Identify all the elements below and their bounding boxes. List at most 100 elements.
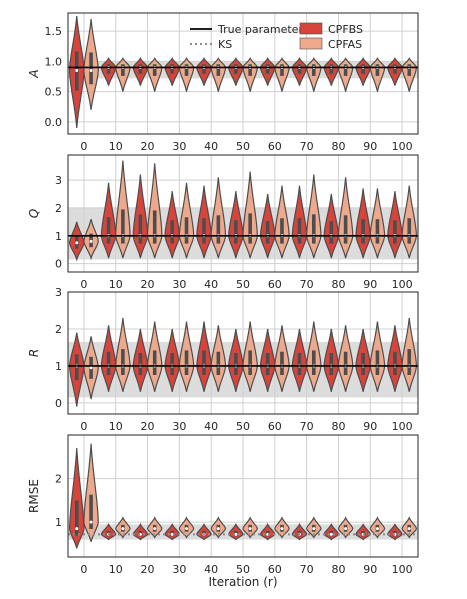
median-point [89,520,93,524]
violin-box [248,350,252,375]
x-tick-label: 100 [392,563,413,576]
violin-box [89,494,93,530]
violin-box [393,351,397,375]
violin-box [152,350,157,375]
violin-box [202,64,206,74]
violin-box [234,353,238,375]
legend-label: KS [218,38,232,51]
x-tick-label: 40 [204,140,218,153]
median-point [248,527,252,531]
x-tick-label: 30 [172,140,186,153]
violin-box [297,218,302,244]
x-tick-label: 70 [300,420,314,433]
median-point [344,527,348,531]
violin-box [89,52,93,85]
x-tick-label: 0 [80,420,87,433]
violin-box [311,350,316,375]
median-point [234,532,238,536]
x-tick-label: 80 [331,278,345,291]
median-point [216,527,220,531]
x-tick-label: 10 [109,278,123,291]
violin-box [375,350,380,375]
y-tick-label: 1 [55,230,62,243]
violin-box [202,218,206,244]
x-axis-label: Iteration (r) [208,575,277,589]
y-tick-label: 1 [55,360,62,373]
median-point [185,527,189,531]
x-tick-label: 90 [363,420,377,433]
violin-box [297,64,302,74]
violin-box [184,64,189,76]
x-tick-label: 60 [268,563,282,576]
x-tick-label: 70 [300,563,314,576]
x-tick-label: 80 [331,140,345,153]
y-tick-label: 0.0 [45,116,63,129]
legend-label: CPFAS [328,38,362,51]
median-point [89,239,93,243]
x-tick-label: 30 [172,278,186,291]
violin-box [152,210,157,244]
violin-box [375,219,380,244]
x-tick-label: 40 [204,563,218,576]
violin-box [138,64,143,74]
x-tick-label: 90 [363,278,377,291]
violin-box [121,64,125,76]
x-tick-label: 20 [141,278,155,291]
violin-box [216,351,221,375]
x-tick-label: 50 [236,563,250,576]
violin-box [329,221,334,244]
x-tick-label: 30 [172,563,186,576]
y-tick-label: 0 [55,258,62,271]
violin-box [343,64,348,76]
median-point [121,527,125,531]
violin-box [361,219,365,244]
x-tick-label: 10 [109,420,123,433]
violin-box [234,64,238,74]
violin-cpfas [83,443,99,542]
y-tick-label: 2 [55,202,62,215]
legend-label: True parameter [217,23,303,36]
violin-cpfbs [68,448,85,549]
x-tick-label: 40 [204,420,218,433]
y-tick-label: 2 [55,323,62,336]
panel-a: 0.0 0.5 1.0 1.5 0 10 20 30 40 50 60 70 80 90 100 A [27,12,419,153]
violin-box [138,214,143,244]
panels: 0.00.51.01.50 10 20 30 40 50 60 70 80 90 100A01230… [27,12,419,576]
x-tick-label: 0 [80,278,87,291]
y-tick-label: 1.0 [45,55,63,68]
median-point [89,366,93,370]
median-point [75,68,79,72]
violin-box [329,353,334,375]
violin-box [106,217,111,244]
violin-box [393,64,397,74]
violin-box [280,351,284,375]
violin-box [280,218,284,244]
violin-box [74,500,79,536]
violin-box [361,353,365,375]
violin-box [407,349,412,375]
y-tick-label: 1 [55,516,62,529]
x-tick-label: 100 [392,140,413,153]
legend-label: CPFBS [328,23,363,36]
median-point [407,527,411,531]
violin-box [248,64,252,76]
violin-box [121,349,125,375]
legend-cpfas-swatch [299,37,323,50]
violin-box [106,351,111,375]
violin-box [265,353,270,375]
axes-frame [67,12,419,135]
x-tick-label: 0 [80,563,87,576]
y-tick-label: 1.5 [45,25,63,38]
violin-box [265,221,270,244]
violin-cpfas [115,160,131,259]
x-tick-label: 100 [392,420,413,433]
violin-box [184,217,189,244]
violin-box [216,64,221,76]
violin-box [361,64,365,74]
x-tick-label: 90 [363,140,377,153]
x-tick-label: 20 [141,420,155,433]
x-tick-label: 60 [268,278,282,291]
